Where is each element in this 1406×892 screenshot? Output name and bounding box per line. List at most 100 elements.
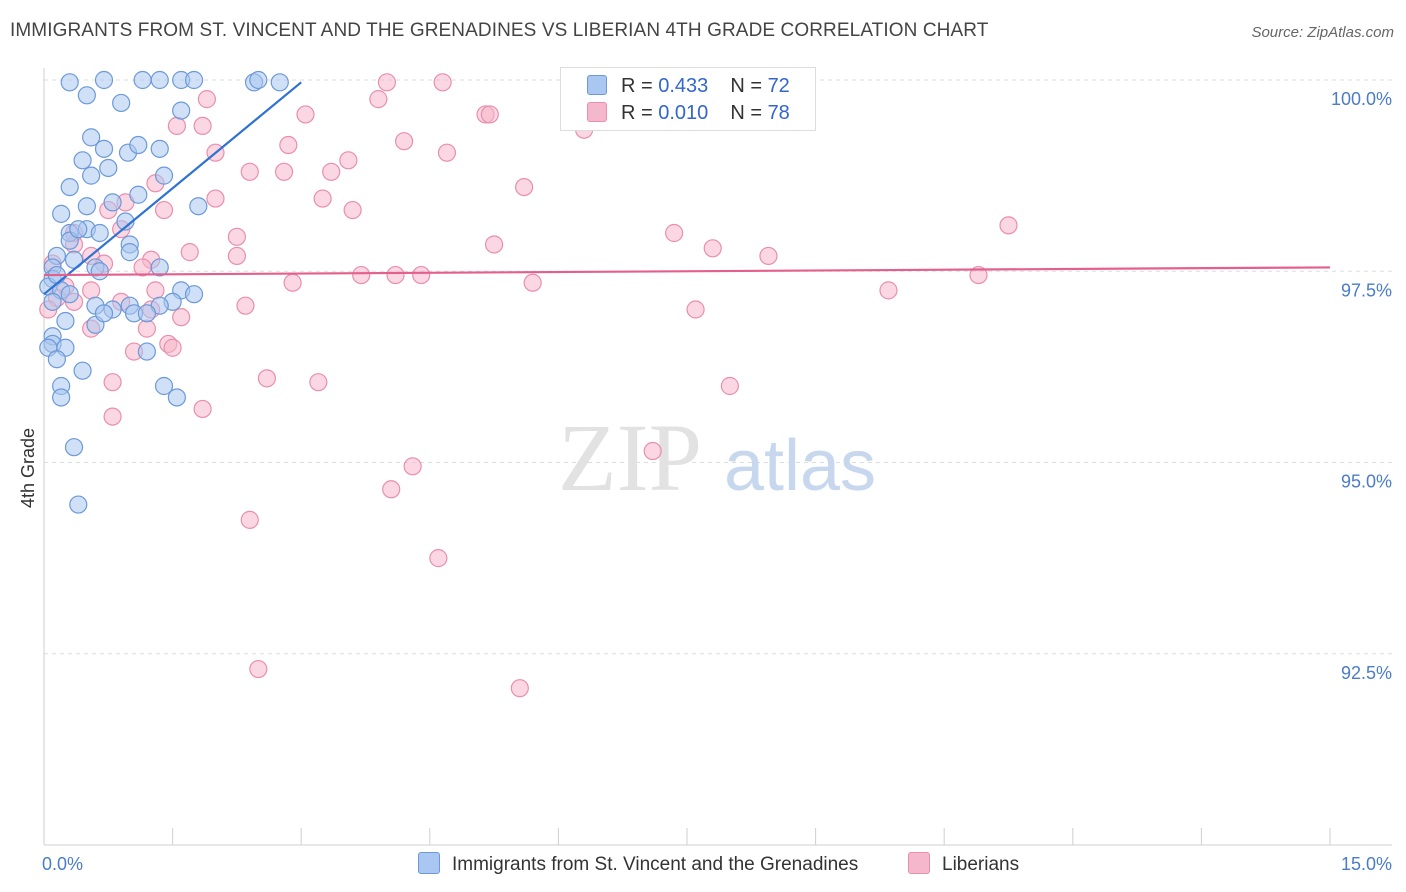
data-point-liberians xyxy=(510,679,529,698)
data-point-st-vincent xyxy=(184,285,204,304)
data-point-liberians xyxy=(480,105,499,124)
data-point-st-vincent xyxy=(94,70,114,90)
chart-title: IMMIGRANTS FROM ST. VINCENT AND THE GREN… xyxy=(10,20,989,41)
y-tick-label: 100.0% xyxy=(1331,89,1392,109)
data-point-st-vincent xyxy=(82,128,101,147)
data-point-liberians xyxy=(163,338,182,357)
watermark-zip: ZIP xyxy=(558,404,702,511)
bottom-legend-blue: Immigrants from St. Vincent and the Gren… xyxy=(418,852,858,876)
data-point-st-vincent xyxy=(82,166,101,185)
data-point-liberians xyxy=(274,162,294,181)
y-tick-label: 95.0% xyxy=(1341,472,1392,492)
axes xyxy=(43,68,1392,846)
bottom-legend-label-blue: Immigrants from St. Vincent and the Gren… xyxy=(452,854,859,875)
data-point-st-vincent xyxy=(52,388,71,407)
data-point-st-vincent xyxy=(60,178,79,197)
data-point-st-vincent xyxy=(167,388,186,407)
trend-line-st-vincent xyxy=(43,81,302,296)
data-point-liberians xyxy=(257,369,277,388)
data-point-liberians xyxy=(403,457,422,476)
data-point-st-vincent xyxy=(90,223,109,243)
data-point-liberians xyxy=(686,300,705,319)
data-point-liberians xyxy=(227,246,246,266)
legend-r-value-pink: 0.010 xyxy=(658,102,709,124)
data-point-liberians xyxy=(394,132,414,151)
data-point-st-vincent xyxy=(73,151,92,170)
data-point-st-vincent xyxy=(120,243,139,262)
legend-r-label: R = xyxy=(621,75,659,97)
data-point-liberians xyxy=(720,376,739,396)
data-point-st-vincent xyxy=(103,193,122,212)
data-point-liberians xyxy=(309,373,328,392)
data-point-st-vincent xyxy=(94,304,114,323)
data-point-liberians xyxy=(236,296,255,315)
data-point-liberians xyxy=(82,281,101,300)
data-point-liberians xyxy=(969,265,988,285)
series-st-vincent xyxy=(39,70,289,514)
data-point-st-vincent xyxy=(64,438,84,457)
bottom-legend-pink: Liberians xyxy=(908,852,1019,876)
data-point-st-vincent xyxy=(154,166,174,185)
data-point-liberians xyxy=(103,373,122,392)
bottom-legend-swatch-blue xyxy=(418,852,440,874)
data-point-liberians xyxy=(485,235,504,254)
data-point-st-vincent xyxy=(52,204,71,223)
data-point-liberians xyxy=(382,480,401,499)
data-point-st-vincent xyxy=(133,70,152,90)
data-point-st-vincent xyxy=(77,86,96,105)
chart-source: Source: ZipAtlas.com xyxy=(1251,24,1394,41)
data-point-st-vincent xyxy=(129,185,148,204)
legend-row-blue: R = 0.433 N = 72 xyxy=(587,75,790,99)
data-point-liberians xyxy=(240,162,259,181)
bottom-legend-swatch-pink xyxy=(908,852,930,874)
data-point-liberians xyxy=(137,319,156,338)
data-point-st-vincent xyxy=(47,350,66,369)
data-point-st-vincent xyxy=(60,285,79,304)
data-point-liberians xyxy=(279,135,298,155)
legend-swatch-pink xyxy=(587,102,607,122)
series-liberians xyxy=(39,73,1018,698)
data-point-st-vincent xyxy=(73,361,92,380)
y-axis-label: 4th Grade xyxy=(18,428,38,508)
data-point-liberians xyxy=(206,189,225,208)
data-point-liberians xyxy=(172,308,191,327)
data-point-st-vincent xyxy=(137,342,156,361)
data-point-st-vincent xyxy=(150,70,169,90)
data-point-st-vincent xyxy=(154,376,174,396)
data-point-st-vincent xyxy=(129,135,148,155)
data-point-liberians xyxy=(433,73,452,92)
data-point-liberians xyxy=(339,151,358,170)
data-point-liberians xyxy=(146,281,165,300)
data-point-liberians xyxy=(180,243,199,262)
legend-n-value-blue: 72 xyxy=(767,75,790,97)
data-point-st-vincent xyxy=(172,101,191,120)
data-point-st-vincent xyxy=(94,139,114,158)
data-point-liberians xyxy=(999,216,1018,235)
legend-row-pink: R = 0.010 N = 78 xyxy=(587,102,790,126)
data-point-st-vincent xyxy=(116,212,135,231)
legend-swatch-blue xyxy=(587,75,607,95)
data-point-liberians xyxy=(369,90,388,109)
legend-n-value-pink: 78 xyxy=(767,102,790,124)
data-point-st-vincent xyxy=(60,73,79,92)
data-point-st-vincent xyxy=(270,73,289,92)
data-point-st-vincent xyxy=(112,93,131,113)
data-point-liberians xyxy=(352,265,371,285)
data-point-liberians xyxy=(759,246,778,266)
data-point-st-vincent xyxy=(69,220,88,239)
trend-lines xyxy=(43,81,1331,296)
data-point-liberians xyxy=(167,116,186,136)
data-point-st-vincent xyxy=(90,262,109,281)
legend-n-label: N = xyxy=(730,75,768,97)
bottom-legend-label-pink: Liberians xyxy=(942,854,1020,875)
data-point-st-vincent xyxy=(249,70,268,90)
legend-r-label: R = xyxy=(621,102,659,124)
data-point-liberians xyxy=(296,105,315,124)
data-point-liberians xyxy=(313,189,332,208)
x-tick-label: 0.0% xyxy=(42,854,83,874)
data-point-liberians xyxy=(523,273,542,292)
x-tick-label: 15.0% xyxy=(1341,854,1392,874)
watermark-atlas: atlas xyxy=(724,426,876,506)
data-point-st-vincent xyxy=(43,292,62,311)
